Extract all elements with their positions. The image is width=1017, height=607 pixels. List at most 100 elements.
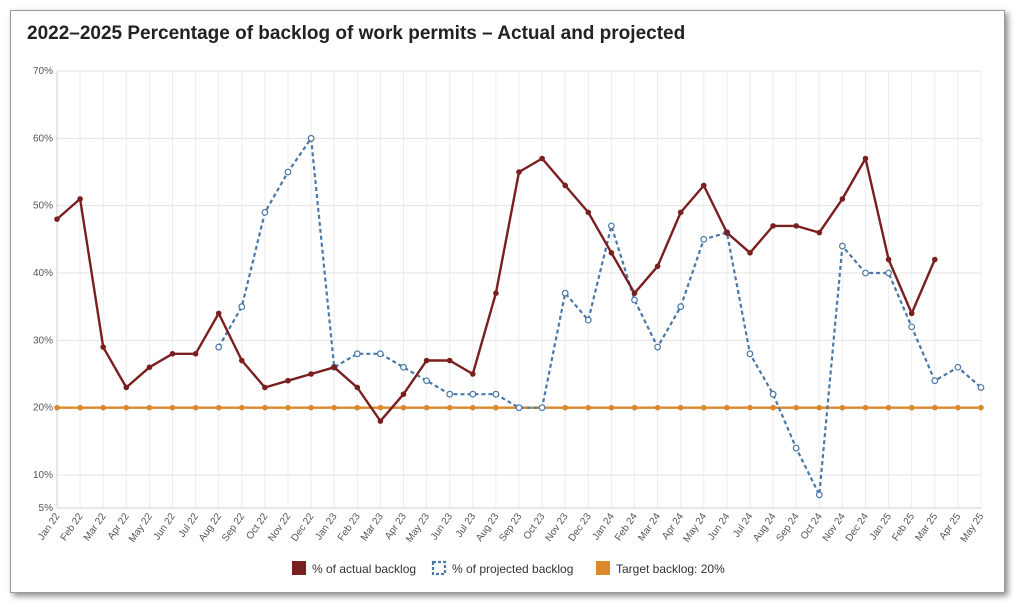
data-point-target [100, 404, 106, 411]
data-point-projected [608, 222, 615, 230]
data-point-projected [584, 316, 592, 324]
data-point-actual [123, 384, 130, 391]
data-point-target [701, 404, 707, 411]
data-point-target [677, 404, 684, 411]
data-point-actual [400, 391, 407, 398]
x-tick-label: Mar 23 [359, 511, 386, 543]
x-tick-label: Sep 24 [774, 511, 801, 544]
data-point-actual [724, 229, 730, 236]
y-tick-label: 40% [33, 268, 53, 279]
x-tick-label: Sep 22 [220, 511, 247, 544]
data-point-target [446, 404, 453, 411]
x-tick-label: Nov 23 [543, 511, 570, 544]
chart-frame: 2022–2025 Percentage of backlog of work … [10, 10, 1005, 593]
data-point-actual [377, 418, 384, 424]
data-point-actual [539, 155, 545, 162]
data-point-actual [908, 310, 915, 317]
y-tick-label: 20% [33, 403, 53, 414]
data-point-actual [354, 384, 361, 391]
data-point-projected [446, 390, 454, 398]
data-point-target [724, 404, 730, 411]
data-point-projected [931, 377, 939, 385]
data-point-actual [747, 250, 753, 256]
data-point-target [816, 404, 823, 411]
data-point-projected [400, 363, 407, 371]
data-point-actual [192, 351, 199, 357]
y-tick-label: 30% [33, 335, 53, 346]
x-tick-label: Feb 25 [890, 511, 917, 543]
data-point-projected [631, 296, 638, 304]
x-tick-label: Feb 24 [613, 511, 640, 543]
x-tick-label: Nov 22 [266, 511, 293, 544]
data-point-actual [100, 344, 106, 350]
data-point-target [908, 404, 915, 411]
x-tick-label: Jun 23 [429, 511, 455, 542]
data-point-target [631, 404, 638, 411]
y-tick-label: 10% [33, 470, 53, 481]
y-tick-label: 50% [33, 201, 53, 212]
data-point-actual [839, 196, 846, 202]
data-point-projected [677, 303, 685, 311]
data-point-projected [307, 134, 315, 142]
data-point-projected [792, 444, 800, 452]
data-point-actual [493, 290, 499, 297]
y-tick-label: 60% [33, 133, 53, 144]
data-point-target [793, 404, 799, 411]
data-point-projected [492, 390, 500, 398]
data-point-target [377, 404, 384, 411]
data-point-actual [285, 377, 291, 384]
x-tick-label: Dec 23 [567, 511, 594, 544]
data-point-actual [585, 209, 592, 216]
data-point-actual [446, 357, 453, 364]
legend-swatch [292, 561, 306, 575]
data-point-target [608, 404, 615, 411]
data-point-target [192, 404, 199, 411]
legend-swatch [431, 560, 447, 576]
x-tick-label: Aug 24 [751, 511, 778, 544]
data-point-target [239, 404, 245, 411]
data-point-target [54, 404, 60, 411]
x-tick-label: Mar 25 [913, 511, 940, 543]
data-point-target [585, 404, 592, 411]
data-point-target [262, 404, 268, 411]
data-point-target [770, 404, 776, 411]
data-point-projected [769, 390, 777, 398]
data-point-actual [423, 357, 430, 364]
data-point-target [215, 404, 222, 411]
data-point-projected [885, 269, 892, 277]
data-point-target [423, 404, 430, 411]
data-point-actual [239, 357, 245, 364]
data-point-actual [932, 256, 938, 263]
data-point-target [839, 404, 846, 411]
data-point-actual [885, 256, 892, 263]
data-point-target [400, 404, 407, 411]
data-point-target [77, 404, 83, 411]
data-point-target [331, 404, 338, 411]
data-point-actual [654, 263, 661, 270]
data-point-actual [677, 209, 684, 216]
x-tick-label: Jun 24 [706, 511, 732, 542]
data-point-actual [862, 155, 869, 162]
data-point-actual [308, 371, 314, 377]
data-point-target [285, 404, 291, 411]
data-point-actual [770, 223, 776, 229]
data-point-projected [954, 363, 962, 371]
data-point-projected [353, 350, 361, 358]
data-point-target [308, 404, 314, 411]
data-point-target [932, 404, 938, 411]
data-point-target [470, 404, 476, 411]
data-point-projected [977, 384, 985, 391]
x-tick-label: Mar 22 [82, 511, 109, 543]
data-point-actual [701, 182, 707, 189]
data-point-target [123, 404, 130, 411]
x-tick-label: Nov 24 [821, 511, 848, 544]
x-tick-label: Mar 24 [636, 511, 663, 543]
data-point-actual [608, 250, 615, 256]
series-line-projected [217, 137, 982, 496]
x-tick-label: Jun 22 [152, 511, 178, 542]
data-point-projected [815, 491, 823, 499]
data-point-projected [423, 377, 431, 385]
legend-swatch [596, 561, 610, 575]
data-point-projected [377, 350, 384, 358]
